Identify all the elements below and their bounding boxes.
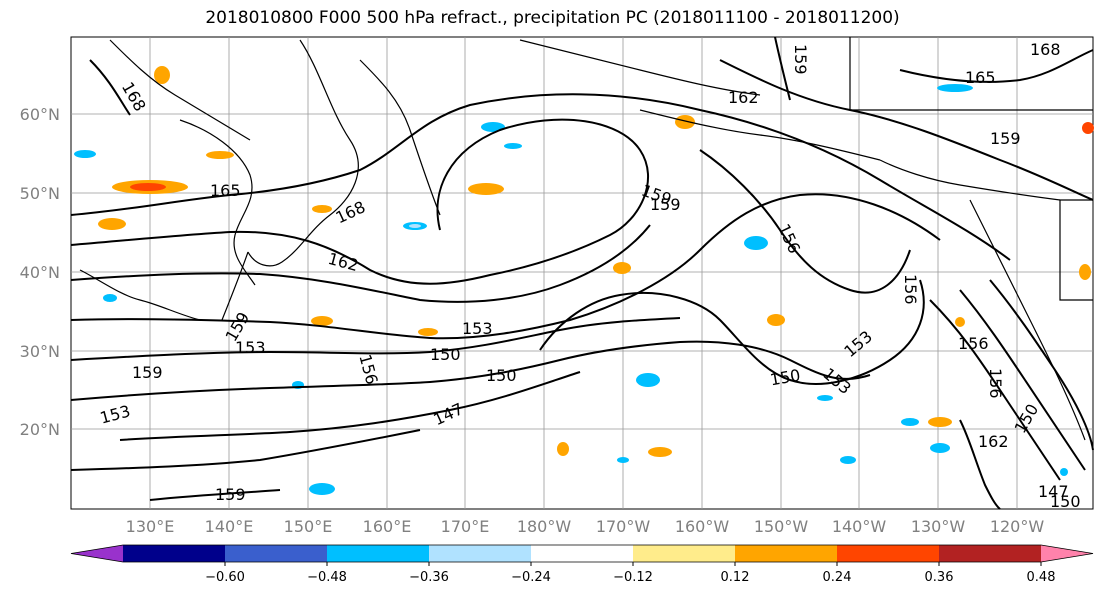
map-title: 2018010800 F000 500 hPa refract., precip… <box>205 8 900 28</box>
lon-label: 130°W <box>911 517 966 536</box>
lon-label: 150°W <box>754 517 809 536</box>
colorbar: −0.60 −0.48 −0.36 −0.24 −0.12 0.12 0.24 0.36 0.4… <box>70 544 1094 585</box>
colorbar-segment <box>225 545 328 562</box>
lat-label: 40°N <box>20 263 60 282</box>
contour-label: 159 <box>791 44 810 75</box>
contour-label: 150 <box>1050 492 1081 511</box>
lon-label: 150°E <box>284 517 333 536</box>
contour-lines <box>70 36 1094 510</box>
colorbar-segment <box>123 545 226 562</box>
longitude-labels: 130°E 140°E 150°E 160°E 170°E 180°W 170°… <box>126 517 1045 536</box>
lat-label: 20°N <box>20 420 60 439</box>
colorbar-extend-low <box>71 545 123 562</box>
contour-label: 159 <box>215 485 246 504</box>
lon-label: 120°W <box>990 517 1045 536</box>
contour-label: 150 <box>430 345 461 364</box>
contour-label: 156 <box>986 368 1005 399</box>
colorbar-tick-label: −0.24 <box>511 570 551 585</box>
colorbar-extend-high <box>1041 545 1093 562</box>
contour-label: 165 <box>965 68 996 87</box>
lon-label: 180°W <box>517 517 572 536</box>
colorbar-segment <box>939 545 1042 562</box>
colorbar-tick-label: −0.36 <box>409 570 449 585</box>
lon-label: 140°E <box>205 517 254 536</box>
colorbar-segment <box>531 545 634 562</box>
contour-label: 150 <box>486 366 517 385</box>
colorbar-tick-label: −0.12 <box>613 570 653 585</box>
contour-label: 156 <box>958 334 989 353</box>
colorbar-segment <box>735 545 838 562</box>
map-panel: 168 165 168 162 159 153 159 153 150 156 … <box>70 36 1094 511</box>
coastlines <box>79 37 1093 441</box>
contour-label: 162 <box>728 88 759 107</box>
lon-label: 160°W <box>675 517 730 536</box>
contour-label: 159 <box>132 363 163 382</box>
colorbar-tick-label: 0.12 <box>721 570 750 585</box>
latitude-labels: 60°N 50°N 40°N 30°N 20°N <box>20 105 60 439</box>
contour-label: 168 <box>1030 40 1061 59</box>
lon-label: 170°E <box>441 517 490 536</box>
colorbar-tick-label: −0.60 <box>205 570 245 585</box>
lon-label: 130°E <box>126 517 175 536</box>
colorbar-tick-label: 0.48 <box>1027 570 1056 585</box>
lat-label: 60°N <box>20 105 60 124</box>
lon-label: 170°W <box>596 517 651 536</box>
contour-label: 165 <box>210 181 241 200</box>
contour-label: 162 <box>978 432 1009 451</box>
contour-label: 159 <box>650 195 681 214</box>
lat-label: 30°N <box>20 342 60 361</box>
contour-label: 153 <box>235 338 266 357</box>
colorbar-segment <box>837 545 940 562</box>
colorbar-segment <box>327 545 430 562</box>
colorbar-segment <box>429 545 532 562</box>
colorbar-tick-label: −0.48 <box>307 570 347 585</box>
colorbar-tick-label: 0.24 <box>823 570 852 585</box>
colorbar-outline <box>70 544 1094 563</box>
contour-label: 147 <box>1038 482 1069 501</box>
colorbar-segment <box>633 545 736 562</box>
contour-label: 156 <box>901 274 920 305</box>
contour-label: 159 <box>990 129 1021 148</box>
lat-label: 50°N <box>20 184 60 203</box>
contour-label: 153 <box>462 319 493 338</box>
precipitation-shading <box>74 66 1094 495</box>
lon-label: 160°E <box>363 517 412 536</box>
lon-label: 140°W <box>832 517 887 536</box>
colorbar-tick-label: 0.36 <box>925 570 954 585</box>
